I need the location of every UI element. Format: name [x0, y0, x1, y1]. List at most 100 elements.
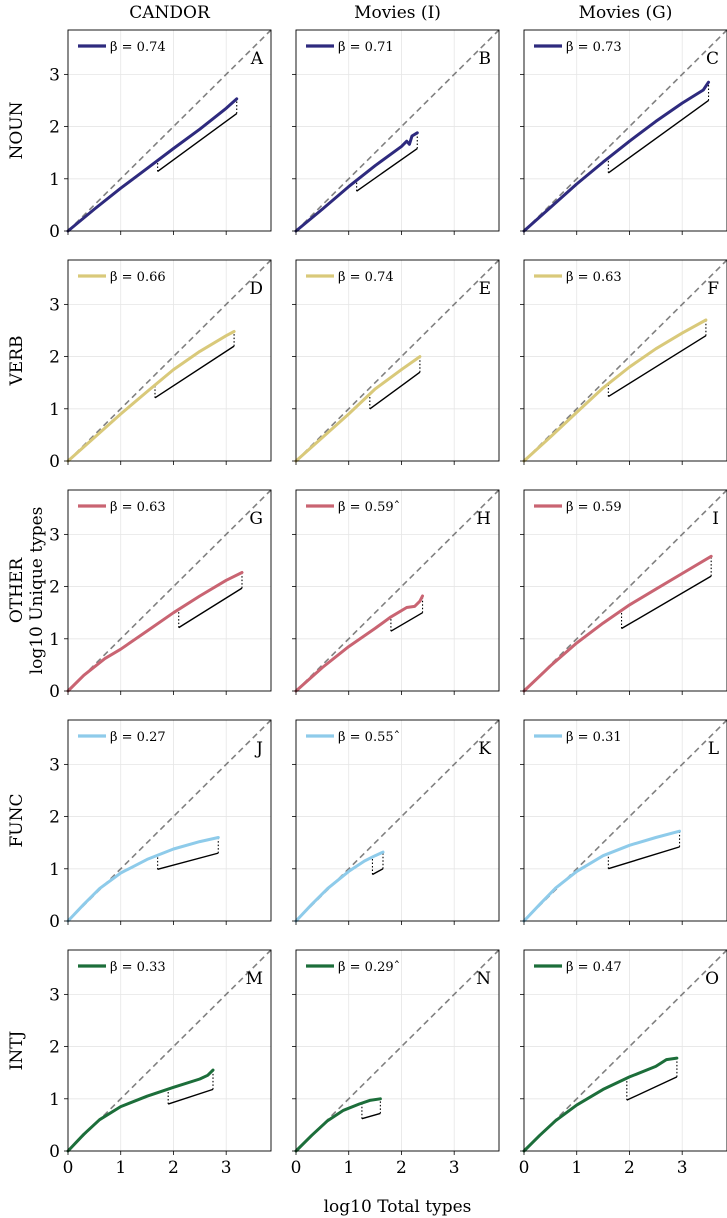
fit-line: [607, 99, 709, 174]
legend-label: β = 0.63: [110, 500, 166, 515]
series-curve-intj: [66, 1068, 215, 1153]
x-tick-label: 1: [571, 1158, 582, 1178]
panel-letter: L: [708, 739, 719, 759]
panel-J: 0 1 2 3 β = 0.27 J: [49, 719, 272, 932]
y-tick-label: 2: [49, 1038, 60, 1058]
reference-line: [295, 29, 500, 232]
panel-letter: G: [249, 509, 263, 529]
reference-line: [523, 29, 727, 232]
legend-label: β = 0.27: [110, 730, 166, 745]
panel-O: 0 1 2 3 β = 0.47 O: [519, 949, 727, 1178]
y-tick-label: 2: [49, 578, 60, 598]
column-title-3: Movies (G): [579, 3, 673, 23]
fit-line: [369, 371, 421, 410]
legend-label: β = 0.33: [110, 960, 166, 975]
y-tick-label: 3: [49, 755, 60, 775]
panel-letter: E: [479, 279, 491, 299]
panel-letter: F: [707, 279, 719, 299]
axes-frame: [67, 489, 272, 692]
y-tick-label: 2: [49, 808, 60, 828]
reference-line: [523, 719, 727, 922]
panel-E: β = 0.74 E: [292, 259, 500, 465]
series-curve-other: [294, 594, 424, 693]
legend-label: β = 0.63: [566, 270, 622, 285]
axes-frame: [523, 949, 727, 1152]
panel-letter: H: [476, 509, 491, 529]
y-tick-label: 3: [49, 65, 60, 85]
fit-line: [361, 1112, 381, 1120]
reference-line: [67, 719, 272, 922]
series-curve-verb: [294, 355, 422, 463]
x-tick-label: 2: [396, 1158, 407, 1178]
row-labels: NOUN VERB OTHER FUNC INTJ: [7, 101, 27, 1070]
axes-frame: [295, 259, 500, 462]
reference-line: [523, 489, 727, 692]
axes-frame: [67, 719, 272, 922]
panel-G: 0 1 2 3 β = 0.63 G: [49, 489, 272, 702]
reference-line: [295, 259, 500, 462]
x-tick-label: 1: [343, 1158, 354, 1178]
panel-N: 0 1 2 3 β = 0.29ˆ N: [291, 949, 500, 1178]
axes-frame: [295, 489, 500, 692]
axes-frame: [295, 29, 500, 232]
panel-letter: N: [476, 969, 491, 989]
x-tick-label: 2: [168, 1158, 179, 1178]
x-tick-label: 1: [115, 1158, 126, 1178]
row-label-verb: VERB: [7, 336, 27, 387]
y-tick-label: 1: [49, 860, 60, 880]
panel-letter: A: [250, 49, 264, 69]
y-tick-label: 3: [49, 295, 60, 315]
axes-frame: [295, 949, 500, 1152]
legend-label: β = 0.59: [566, 500, 622, 515]
column-title-2: Movies (I): [354, 3, 441, 23]
fit-line: [178, 587, 243, 629]
fit-line: [390, 612, 423, 632]
series-curve-func: [522, 829, 681, 923]
reference-line: [67, 489, 272, 692]
fit-line: [157, 112, 238, 173]
panel-letter: I: [712, 509, 719, 529]
x-tick-label: 0: [291, 1158, 302, 1178]
reference-line: [295, 949, 500, 1152]
reference-line: [523, 949, 727, 1152]
x-tick-label: 3: [449, 1158, 460, 1178]
fit-line: [167, 1088, 214, 1105]
axes-frame: [67, 259, 272, 462]
panel-letter: D: [249, 279, 263, 299]
y-tick-label: 0: [49, 912, 60, 932]
y-tick-label: 3: [49, 525, 60, 545]
legend-label: β = 0.71: [338, 40, 394, 55]
reference-line: [67, 949, 272, 1152]
axes-frame: [523, 489, 727, 692]
column-title-1: CANDOR: [129, 3, 211, 23]
panel-letter: O: [705, 969, 719, 989]
series-curve-verb: [66, 330, 236, 463]
axes-frame: [67, 29, 272, 232]
y-tick-label: 0: [49, 682, 60, 702]
legend-label: β = 0.55ˆ: [338, 730, 400, 745]
y-tick-label: 1: [49, 630, 60, 650]
fit-line: [154, 345, 235, 399]
y-tick-label: 0: [49, 1142, 60, 1162]
panel-K: β = 0.55ˆ K: [292, 719, 500, 925]
series-curve-other: [66, 571, 244, 693]
series-curve-verb: [522, 318, 708, 463]
x-tick-label: 3: [677, 1158, 688, 1178]
x-tick-label: 2: [624, 1158, 635, 1178]
legend-label: β = 0.73: [566, 40, 622, 55]
x-axis-title: log10 Total types: [324, 1197, 472, 1217]
y-tick-label: 1: [49, 400, 60, 420]
fit-line: [372, 868, 384, 876]
panel-letter: M: [246, 969, 263, 989]
fit-line: [157, 852, 219, 871]
legend-label: β = 0.47: [566, 960, 622, 975]
row-label-intj: INTJ: [7, 1030, 27, 1070]
fit-line: [608, 846, 680, 870]
panel-M: 0 1 2 3 0 1 2 3 β = 0.33 M: [49, 949, 272, 1178]
fit-line: [621, 575, 712, 630]
axes-frame: [523, 29, 727, 232]
axes-frame: [523, 259, 727, 462]
panel-L: β = 0.31 L: [520, 719, 727, 925]
legend-label: β = 0.59ˆ: [338, 500, 400, 515]
